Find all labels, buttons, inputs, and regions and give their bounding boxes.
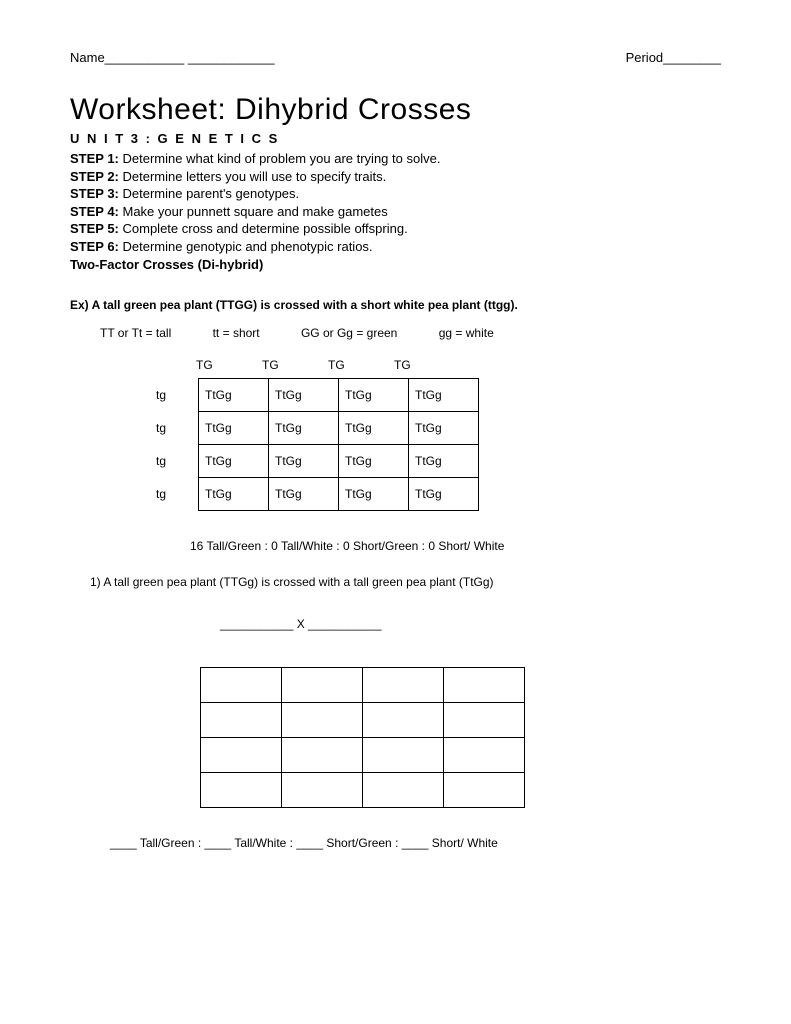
row-label: tg xyxy=(150,487,198,501)
step-5: STEP 5: Complete cross and determine pos… xyxy=(70,220,721,238)
punnett-square-example: TG TG TG TG tg TtGg TtGg TtGg TtGg tg Tt… xyxy=(150,358,721,511)
punnett-table: TtGg TtGg TtGg TtGg xyxy=(198,477,479,511)
cell: TtGg xyxy=(199,412,269,445)
row-label: tg xyxy=(150,421,198,435)
row-label: tg xyxy=(150,454,198,468)
phenotype-ratio: 16 Tall/Green : 0 Tall/White : 0 Short/G… xyxy=(190,539,721,553)
header-row: Name___________ ____________ Period_____… xyxy=(70,50,721,65)
question-1: 1) A tall green pea plant (TTGg) is cros… xyxy=(90,575,721,589)
step-3: STEP 3: Determine parent's genotypes. xyxy=(70,185,721,203)
example-text: Ex) A tall green pea plant (TTGG) is cro… xyxy=(70,298,721,312)
key-white: gg = white xyxy=(439,326,494,340)
step-6: STEP 6: Determine genotypic and phenotyp… xyxy=(70,238,721,256)
step-4: STEP 4: Make your punnett square and mak… xyxy=(70,203,721,221)
cell: TtGg xyxy=(339,478,409,511)
step-1: STEP 1: Determine what kind of problem y… xyxy=(70,150,721,168)
col-labels: TG TG TG TG xyxy=(192,358,721,372)
cell: TtGg xyxy=(409,379,479,412)
cell: TtGg xyxy=(409,412,479,445)
unit-heading: U N I T 3 : G E N E T I C S xyxy=(70,131,721,146)
trait-key: TT or Tt = tall tt = short GG or Gg = gr… xyxy=(100,326,721,340)
worksheet-title: Worksheet: Dihybrid Crosses xyxy=(70,93,721,127)
name-field: Name___________ ____________ xyxy=(70,50,275,65)
key-tall: TT or Tt = tall xyxy=(100,326,171,340)
punnett-table: TtGg TtGg TtGg TtGg xyxy=(198,411,479,445)
cell: TtGg xyxy=(269,478,339,511)
step-2: STEP 2: Determine letters you will use t… xyxy=(70,168,721,186)
col-label: TG xyxy=(192,358,258,372)
blank-punnett-table xyxy=(200,667,525,808)
col-label: TG xyxy=(324,358,390,372)
col-label: TG xyxy=(390,358,456,372)
cross-blank: ___________ X ___________ xyxy=(220,617,721,631)
cell: TtGg xyxy=(409,445,479,478)
cell: TtGg xyxy=(339,379,409,412)
punnett-table: TtGg TtGg TtGg TtGg xyxy=(198,378,479,412)
cell: TtGg xyxy=(269,379,339,412)
cell: TtGg xyxy=(199,478,269,511)
cell: TtGg xyxy=(339,412,409,445)
cell: TtGg xyxy=(339,445,409,478)
key-short: tt = short xyxy=(213,326,260,340)
cell: TtGg xyxy=(199,445,269,478)
punnett-table: TtGg TtGg TtGg TtGg xyxy=(198,444,479,478)
period-field: Period________ xyxy=(626,50,721,65)
key-green: GG or Gg = green xyxy=(301,326,397,340)
subtitle: Two-Factor Crosses (Di-hybrid) xyxy=(70,257,721,272)
col-label: TG xyxy=(258,358,324,372)
cell: TtGg xyxy=(409,478,479,511)
row-label: tg xyxy=(150,388,198,402)
cell: TtGg xyxy=(199,379,269,412)
ratio-blank: ____ Tall/Green : ____ Tall/White : ____… xyxy=(110,836,721,850)
cell: TtGg xyxy=(269,445,339,478)
blank-punnett-wrap xyxy=(200,667,721,808)
worksheet-page: Name___________ ____________ Period_____… xyxy=(0,0,791,1024)
cell: TtGg xyxy=(269,412,339,445)
